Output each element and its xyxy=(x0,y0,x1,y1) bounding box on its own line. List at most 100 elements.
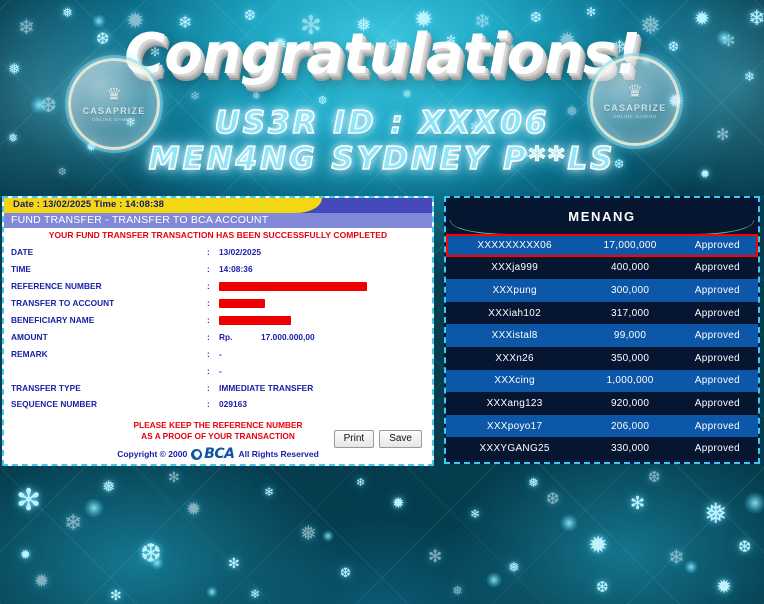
menang-status: Approved xyxy=(694,262,741,274)
menang-username: XXXn26 xyxy=(495,352,534,364)
menang-row[interactable]: XXXcing 1,000,000 Approved xyxy=(446,369,758,393)
crown-icon: ♛ xyxy=(627,82,643,101)
keep-note-line-2: AS A PROOF OF YOUR TRANSACTION xyxy=(141,430,295,441)
menang-status: Approved xyxy=(694,330,741,342)
save-button[interactable]: Save xyxy=(379,430,422,448)
congratulations-headline: Congratulations! xyxy=(124,22,641,87)
bca-droplet-icon xyxy=(191,448,203,460)
receipt-keep-note: PLEASE KEEP THE REFERENCE NUMBER AS A PR… xyxy=(4,420,432,442)
receipt-field-row: REFERENCE NUMBER: xyxy=(4,278,432,295)
winner-game-label: MEN4NG SYDNEY P**LS xyxy=(148,140,616,178)
receipt-field-label: REFERENCE NUMBER xyxy=(11,280,102,291)
menang-row[interactable]: XXXXXXXXX06 17,000,000 Approved xyxy=(446,234,758,257)
keep-note-line-1: PLEASE KEEP THE REFERENCE NUMBER xyxy=(133,419,303,430)
receipt-field-label: TRANSFER TYPE xyxy=(11,382,81,393)
receipt-field-row: :- xyxy=(4,362,432,379)
field-value: 14:08:36 xyxy=(219,264,253,275)
receipt-datetime-bar: Date : 13/02/2025 Time : 14:08:38 xyxy=(4,198,432,213)
menang-status: Approved xyxy=(694,397,741,409)
winner-user-id: US3R ID : XXX06 xyxy=(214,104,550,142)
brand-badge-right: ♛ CASAPRIZE ONLINE GAMING xyxy=(590,56,680,146)
bca-transfer-receipt: Date : 13/02/2025 Time : 14:08:38 FUND T… xyxy=(2,196,434,466)
receipt-yellow-band xyxy=(4,198,322,213)
receipt-field-row: TRANSFER TO ACCOUNT: xyxy=(4,295,432,312)
menang-row[interactable]: XXXn26 350,000 Approved xyxy=(446,346,758,370)
menang-amount: 1,000,000 xyxy=(606,375,654,387)
receipt-field-label: REMARK xyxy=(11,349,48,360)
field-colon: : xyxy=(207,247,210,258)
menang-amount: 99,000 xyxy=(613,330,647,342)
field-colon: : xyxy=(207,298,210,309)
menang-amount: 317,000 xyxy=(610,307,650,319)
menang-title: MENANG xyxy=(568,208,636,224)
field-colon: : xyxy=(207,280,210,291)
field-value: 029163 xyxy=(219,399,247,410)
field-colon: : xyxy=(207,332,210,343)
field-colon: : xyxy=(207,315,210,326)
redacted-value xyxy=(219,299,265,309)
receipt-datetime-text: Date : 13/02/2025 Time : 14:08:38 xyxy=(13,199,164,210)
field-value: - xyxy=(219,365,222,376)
field-colon: : xyxy=(207,365,210,376)
receipt-field-table: DATE:13/02/2025 TIME:14:08:36 REFERENCE NU… xyxy=(4,244,432,413)
bca-logo: BCA xyxy=(191,446,235,462)
menang-amount: 920,000 xyxy=(610,397,650,409)
menang-amount: 17,000,000 xyxy=(603,239,657,251)
receipt-field-row: BENEFICIARY NAME: xyxy=(4,312,432,329)
print-button[interactable]: Print xyxy=(333,430,375,448)
receipt-field-row: SEQUENCE NUMBER:029163 xyxy=(4,396,432,413)
amount-value: 17.000.000,00 xyxy=(261,332,315,343)
menang-row[interactable]: XXXYGANG25 330,000 Approved xyxy=(446,437,758,460)
menang-winners-panel: MENANG XXXXXXXXX06 17,000,000 Approved XXXj… xyxy=(444,196,760,464)
receipt-field-label: TIME xyxy=(11,264,32,275)
menang-username: XXXang123 xyxy=(486,397,543,409)
menang-username: XXXpoyo17 xyxy=(486,420,543,432)
menang-amount: 350,000 xyxy=(610,352,650,364)
brand-tagline-left: ONLINE GAMING xyxy=(91,117,137,122)
menang-status: Approved xyxy=(694,375,741,387)
menang-username: XXXistal8 xyxy=(491,330,538,342)
receipt-field-row: TRANSFER TYPE: IMMEDIATE TRANSFER xyxy=(4,379,432,396)
menang-status: Approved xyxy=(694,443,741,455)
menang-row[interactable]: XXXpung 300,000 Approved xyxy=(446,279,758,302)
receipt-field-row: TIME:14:08:36 xyxy=(4,261,432,278)
field-value: 13/02/2025 xyxy=(219,247,262,258)
receipt-field-label: BENEFICIARY NAME xyxy=(11,315,95,326)
menang-row[interactable]: XXXistal8 99,000 Approved xyxy=(446,324,758,347)
field-value: - xyxy=(219,349,222,360)
menang-username: XXXja999 xyxy=(491,262,539,274)
menang-username: XXXiah102 xyxy=(488,307,541,319)
menang-amount: 400,000 xyxy=(610,262,650,274)
brand-name-left: CASAPRIZE xyxy=(82,106,146,116)
bca-wordmark: BCA xyxy=(204,446,235,462)
menang-username: XXXXXXXXX06 xyxy=(477,239,552,251)
field-colon: : xyxy=(207,264,210,275)
menang-amount: 330,000 xyxy=(610,443,650,455)
menang-row[interactable]: XXXang123 920,000 Approved xyxy=(446,392,758,415)
currency-symbol: Rp. xyxy=(219,332,233,343)
menang-header-curve xyxy=(450,220,754,235)
menang-row[interactable]: XXXja999 400,000 Approved xyxy=(446,256,758,280)
receipt-actions: Print Save xyxy=(333,430,422,448)
menang-amount: 206,000 xyxy=(610,420,650,432)
menang-status: Approved xyxy=(694,284,741,296)
receipt-field-row: DATE:13/02/2025 xyxy=(4,244,432,261)
menang-status: Approved xyxy=(694,307,741,319)
receipt-field-label xyxy=(4,362,207,379)
receipt-field-label: TRANSFER TO ACCOUNT xyxy=(11,298,115,309)
menang-status: Approved xyxy=(694,352,741,364)
footer-copyright: Copyright © 2000 xyxy=(117,449,188,459)
menang-row[interactable]: XXXpoyo17 206,000 Approved xyxy=(446,414,758,438)
menang-status: Approved xyxy=(694,420,741,432)
menang-username: XXXcing xyxy=(494,375,535,387)
brand-badge-left: ♛ CASAPRIZE ONLINE GAMING xyxy=(68,58,160,150)
footer-rights: All Rights Reserved xyxy=(238,449,319,459)
receipt-field-label: AMOUNT xyxy=(11,332,48,343)
receipt-header-title: FUND TRANSFER - TRANSFER TO BCA ACCOUNT xyxy=(4,213,432,228)
receipt-field-label: DATE xyxy=(11,247,34,258)
menang-row[interactable]: XXXiah102 317,000 Approved xyxy=(446,301,758,325)
menang-header: MENANG xyxy=(446,198,758,235)
receipt-success-message: YOUR FUND TRANSFER TRANSACTION HAS BEEN … xyxy=(48,230,388,240)
menang-username: XXXpung xyxy=(492,284,537,296)
receipt-footer: Copyright © 2000 BCA All Rights Reserved xyxy=(4,446,432,462)
